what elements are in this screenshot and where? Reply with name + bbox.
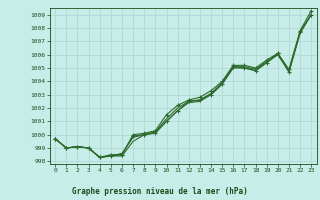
Text: Graphe pression niveau de la mer (hPa): Graphe pression niveau de la mer (hPa) [72, 187, 248, 196]
